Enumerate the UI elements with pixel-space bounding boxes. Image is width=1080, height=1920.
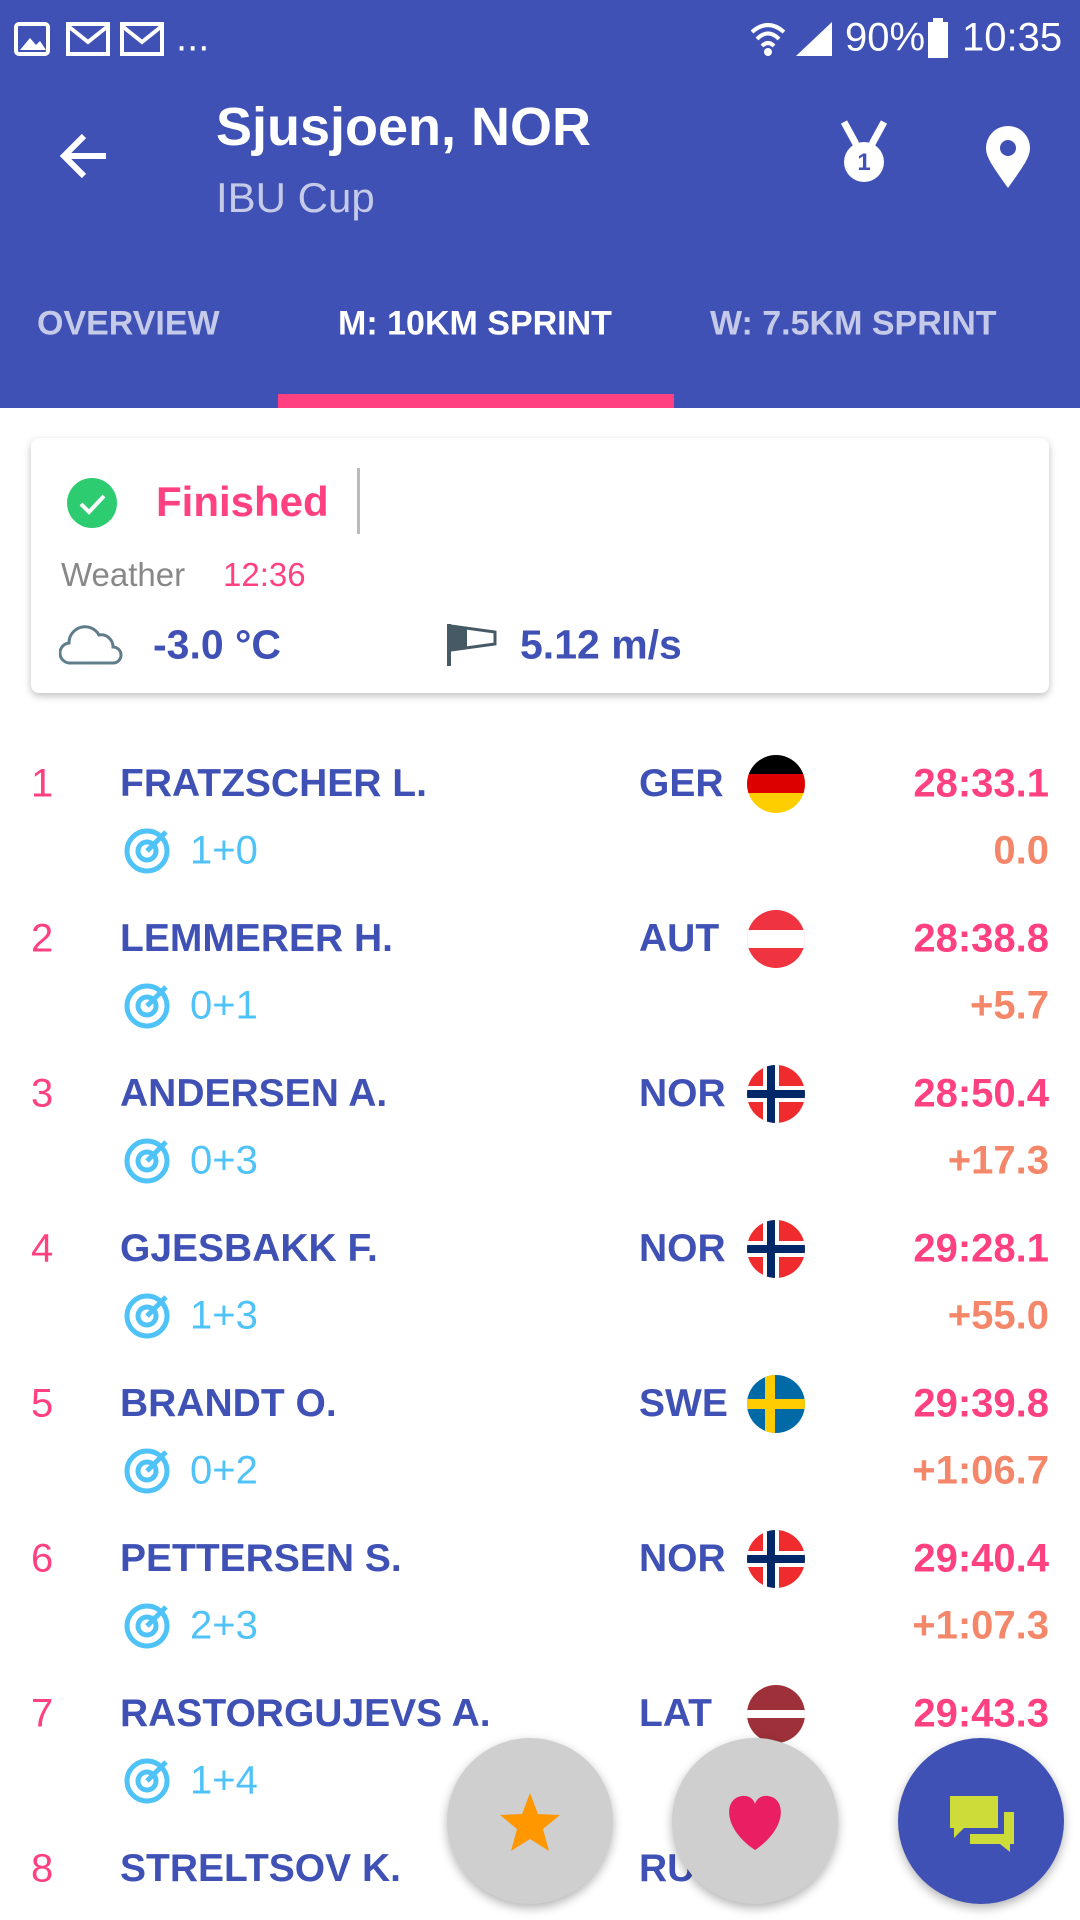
time-behind: 0.0 [993, 828, 1049, 873]
athlete-name: BRANDT O. [120, 1382, 337, 1425]
nation-flag [747, 1220, 805, 1278]
athlete-name: ANDERSEN A. [120, 1072, 388, 1115]
page-title: Sjusjoen, NOR [216, 97, 592, 157]
tab-indicator [278, 394, 674, 408]
tab[interactable]: OVERVIEW [37, 304, 220, 343]
weather-time: 12:36 [223, 556, 306, 593]
shooting-misses: 1+3 [190, 1293, 258, 1338]
finish-time: 29:43.3 [913, 1691, 1049, 1736]
time-behind: +5.7 [970, 983, 1049, 1028]
nation-code: NOR [639, 1072, 726, 1115]
nation-flag [747, 755, 805, 813]
shooting-misses: 0+1 [190, 983, 258, 1028]
nation-flag [747, 1530, 805, 1588]
shooting-icon [124, 1138, 170, 1184]
battery-icon [928, 18, 948, 58]
nation-flag [747, 910, 805, 968]
rank: 1 [31, 761, 54, 806]
status-more: ... [176, 15, 210, 60]
nation-code: GER [639, 762, 724, 805]
nation-flag [747, 1065, 805, 1123]
app-bar [0, 0, 1080, 408]
medal-button[interactable]: 1 [836, 120, 892, 186]
nation-flag [747, 1685, 805, 1743]
finish-time: 28:33.1 [913, 761, 1049, 806]
battery-level: 90% [845, 15, 926, 60]
race-status: Finished [156, 478, 329, 525]
svg-text:1: 1 [857, 149, 870, 176]
shooting-misses: 0+3 [190, 1138, 258, 1183]
divider [357, 468, 360, 534]
rank: 6 [31, 1536, 54, 1581]
tab-selected[interactable]: M: 10KM SPRINT [338, 304, 612, 343]
finish-time: 29:40.4 [913, 1536, 1049, 1581]
weather-label: Weather [61, 556, 186, 593]
athlete-name: PETTERSEN S. [120, 1537, 402, 1580]
rank: 3 [31, 1071, 54, 1116]
cloud-icon [59, 625, 123, 665]
shooting-misses: 1+4 [190, 1758, 258, 1803]
rank: 4 [31, 1226, 54, 1271]
athlete-name: LEMMERER H. [120, 917, 393, 960]
wind-icon [447, 624, 497, 666]
location-button[interactable] [984, 126, 1032, 190]
shooting-icon [124, 1448, 170, 1494]
nation-code: AUT [639, 917, 720, 960]
finish-time: 28:38.8 [913, 916, 1049, 961]
shooting-misses: 1+0 [190, 828, 258, 873]
shooting-icon [124, 1293, 170, 1339]
nation-code: NOR [639, 1227, 726, 1270]
rank: 7 [31, 1691, 54, 1736]
temperature: -3.0 °C [153, 621, 282, 668]
shooting-icon [124, 1758, 170, 1804]
signal-icons [750, 22, 832, 56]
shooting-icon [124, 1603, 170, 1649]
clock: 10:35 [962, 15, 1063, 60]
time-behind: +1:06.7 [912, 1448, 1049, 1493]
nation-code: LAT [639, 1692, 712, 1735]
time-behind: +1:07.3 [912, 1603, 1049, 1648]
chat-button[interactable] [898, 1738, 1064, 1904]
like-button[interactable] [672, 1738, 838, 1904]
finish-time: 28:50.4 [913, 1071, 1049, 1116]
favorite-star-button[interactable] [447, 1738, 613, 1904]
shooting-misses: 2+3 [190, 1603, 258, 1648]
athlete-name: GJESBAKK F. [120, 1227, 378, 1270]
nation-code: NOR [639, 1537, 726, 1580]
tab[interactable]: W: 7.5KM SPRINT [710, 304, 997, 343]
finish-time: 29:28.1 [913, 1226, 1049, 1271]
wind-speed: 5.12 m/s [520, 621, 682, 668]
finish-time: 29:39.8 [913, 1381, 1049, 1426]
time-behind: +17.3 [947, 1138, 1049, 1183]
finished-icon [67, 478, 117, 528]
back-button[interactable] [58, 130, 110, 182]
nation-flag [747, 1375, 805, 1433]
shooting-misses: 0+2 [190, 1448, 258, 1493]
rank: 2 [31, 916, 54, 961]
rank: 5 [31, 1381, 54, 1426]
page-subtitle: IBU Cup [216, 174, 375, 221]
time-behind: +55.0 [947, 1293, 1049, 1338]
notification-icons [14, 22, 164, 56]
athlete-name: RASTORGUJEVS A. [120, 1692, 491, 1735]
race-info-card: Finished Weather 12:36 -3.0 °C 5.12 m/s [31, 438, 1049, 693]
athlete-name: FRATZSCHER L. [120, 762, 427, 805]
nation-code: SWE [639, 1382, 728, 1425]
shooting-icon [124, 983, 170, 1029]
athlete-name: STRELTSOV K. [120, 1847, 401, 1890]
shooting-icon [124, 828, 170, 874]
rank: 8 [31, 1846, 54, 1891]
